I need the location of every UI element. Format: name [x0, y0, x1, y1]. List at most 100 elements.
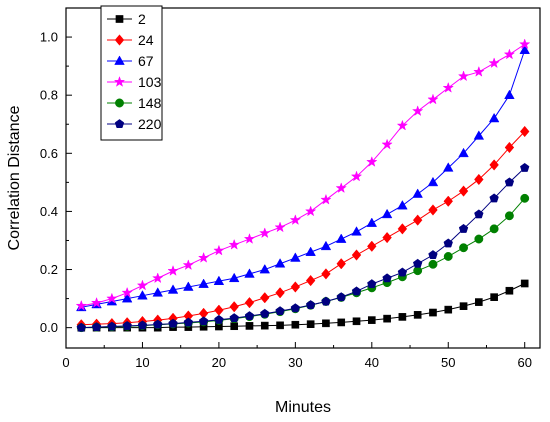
series-148 — [76, 193, 530, 333]
data-point — [520, 279, 529, 288]
data-point — [259, 227, 271, 239]
data-point — [505, 286, 514, 295]
data-point — [396, 119, 409, 131]
data-point — [520, 193, 530, 203]
x-tick-label: 10 — [135, 355, 149, 370]
data-point — [198, 278, 209, 288]
data-point — [352, 317, 361, 326]
data-point — [245, 322, 254, 330]
data-point — [320, 193, 332, 205]
data-point — [413, 266, 423, 276]
legend-marker — [114, 34, 125, 46]
data-point — [244, 268, 255, 278]
legend-label: 103 — [138, 74, 162, 90]
data-point — [458, 147, 469, 158]
plot-border — [65, 7, 541, 349]
data-point — [397, 200, 408, 210]
legend: 2 24 67 103 148 220 — [100, 5, 163, 141]
y-tick-label: 0.6 — [40, 146, 58, 161]
y-tick-label: 1.0 — [40, 30, 58, 45]
y-tick-label: 0.8 — [40, 88, 58, 103]
data-point — [167, 284, 179, 294]
series-line — [81, 198, 526, 329]
data-point — [489, 159, 499, 171]
legend-marker — [113, 75, 126, 87]
data-point — [459, 302, 468, 310]
data-point — [304, 205, 317, 217]
series-line — [81, 43, 525, 307]
data-point — [336, 258, 346, 270]
data-point — [306, 320, 315, 328]
data-point — [412, 258, 423, 268]
data-point — [475, 298, 483, 306]
data-point — [504, 211, 514, 221]
data-point — [442, 81, 454, 93]
data-point — [504, 177, 515, 187]
data-point — [366, 217, 378, 227]
data-point — [520, 162, 530, 172]
data-point — [443, 162, 454, 172]
data-point — [183, 317, 194, 327]
data-point — [322, 319, 330, 328]
data-point — [136, 279, 149, 291]
data-point — [473, 65, 485, 77]
data-point — [276, 321, 284, 330]
legend-item: 67 — [107, 53, 154, 69]
data-point — [290, 281, 301, 293]
data-point — [381, 138, 393, 150]
data-point — [488, 57, 500, 69]
data-point — [152, 272, 164, 284]
data-point — [260, 292, 270, 304]
series-line — [81, 167, 526, 329]
y-axis: 0.0 0.2 0.4 0.6 0.8 1.0 — [40, 30, 72, 335]
legend-item: 103 — [107, 74, 162, 90]
x-axis-title: Minutes — [275, 399, 331, 416]
series-67 — [76, 44, 530, 312]
data-point — [443, 238, 453, 248]
data-point — [412, 214, 423, 226]
data-point — [183, 281, 194, 291]
data-point — [121, 293, 133, 303]
data-point — [137, 320, 148, 330]
data-point — [473, 130, 485, 140]
data-point — [335, 182, 347, 194]
legend-marker — [115, 98, 124, 108]
data-point — [214, 304, 224, 316]
data-point — [76, 322, 86, 332]
data-point — [351, 249, 362, 261]
data-point — [397, 223, 408, 235]
data-point — [182, 259, 195, 271]
data-point — [428, 250, 438, 259]
plot-frame — [65, 7, 541, 349]
data-point — [519, 125, 530, 138]
legend-item: 24 — [107, 32, 154, 48]
data-point — [474, 173, 484, 186]
data-point — [214, 314, 224, 324]
data-point — [305, 274, 316, 287]
data-point — [321, 268, 331, 280]
x-tick-label: 50 — [441, 355, 455, 370]
data-point — [504, 89, 515, 99]
data-point — [336, 292, 346, 302]
data-point — [229, 313, 239, 323]
data-point — [228, 272, 240, 283]
data-point — [91, 322, 102, 332]
data-point — [260, 308, 270, 318]
data-point — [459, 243, 468, 253]
legend-label: 24 — [138, 32, 154, 48]
data-point — [351, 286, 362, 296]
data-point — [243, 233, 256, 244]
data-point — [427, 176, 439, 187]
x-tick-label: 40 — [365, 355, 379, 370]
legend-label: 220 — [138, 116, 162, 132]
data-point — [305, 300, 316, 309]
data-point — [427, 93, 439, 105]
data-point — [367, 279, 377, 289]
data-point — [198, 316, 209, 326]
data-point — [444, 305, 453, 314]
data-point — [443, 195, 453, 207]
data-point — [275, 306, 285, 316]
data-point — [168, 318, 178, 328]
legend-marker — [114, 119, 125, 128]
